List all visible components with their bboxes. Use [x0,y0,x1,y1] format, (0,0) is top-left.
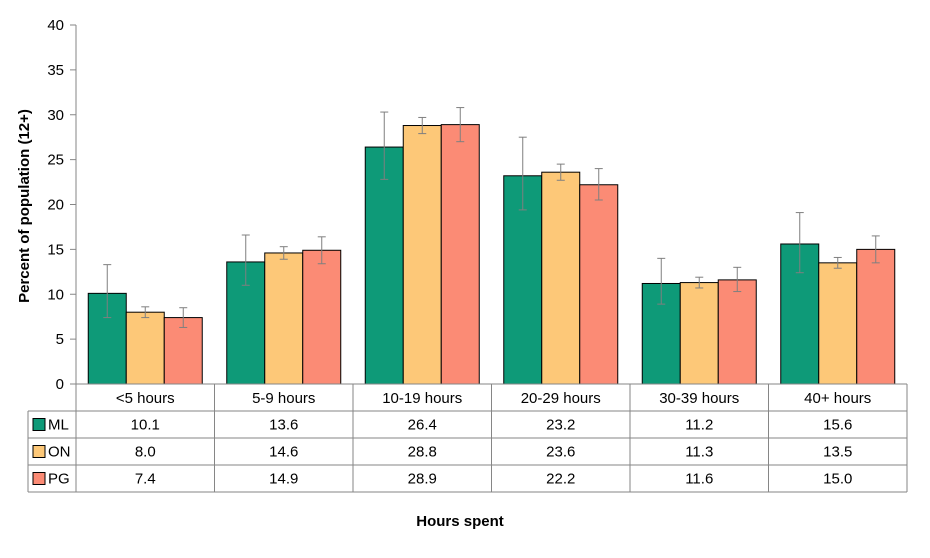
x-category-label: 20-29 hours [521,390,601,407]
data-table-cell: 11.6 [685,471,713,488]
bar-pg [579,184,619,385]
bar-on [679,282,719,385]
data-table-cell: 11.3 [685,444,713,461]
data-table-cell: 28.9 [408,471,437,488]
data-table-cell: 28.8 [408,444,437,461]
data-table-cell: 14.6 [269,444,298,461]
y-tick-label: 0 [56,376,64,393]
data-table-cell: 15.0 [823,471,852,488]
data-table-cell: 8.0 [135,444,156,461]
data-table-cell: 13.5 [823,444,852,461]
data-table-cell: 11.2 [685,417,713,434]
legend-label-pg: PG [48,471,70,488]
y-tick-label: 30 [47,107,64,124]
legend-label-on: ON [48,444,71,461]
x-category-label: 30-39 hours [659,390,739,407]
y-tick-label: 15 [47,241,64,258]
y-tick-label: 5 [56,331,64,348]
bar-pg [440,124,480,385]
x-category-label: 10-19 hours [382,390,462,407]
legend-label-ml: ML [48,417,69,434]
bar-on [541,171,581,385]
bar-ml [503,175,543,385]
bar-on [264,252,304,385]
data-table-cell: 13.6 [269,417,298,434]
legend-swatch-on [32,445,46,458]
bar-pg [856,248,896,385]
legend-swatch-ml [32,418,46,431]
bar-pg [717,279,757,385]
data-table-cell: 15.6 [823,417,852,434]
data-table-cell: 23.6 [546,444,575,461]
y-tick-label: 25 [47,152,64,169]
bar-on [402,125,442,385]
data-table-cell: 22.2 [546,471,575,488]
y-axis-title: Percent of population (12+) [16,109,33,303]
data-table-cell: 7.4 [135,471,156,488]
x-category-label: 40+ hours [804,390,871,407]
bar-ml [364,146,404,385]
bar-pg [302,249,342,385]
legend-swatch-pg [32,472,46,485]
x-axis-title: Hours spent [416,513,504,530]
data-table-cell: 26.4 [408,417,437,434]
data-table-cell: 23.2 [546,417,575,434]
data-table-cell: 10.1 [131,417,160,434]
bar-on [818,262,858,385]
y-tick-label: 10 [47,286,64,303]
y-tick-label: 40 [47,17,64,34]
y-tick-label: 35 [47,62,64,79]
x-category-label: <5 hours [116,390,175,407]
data-table-cell: 14.9 [269,471,298,488]
y-tick-label: 20 [47,197,64,214]
x-category-label: 5-9 hours [252,390,315,407]
bar-on [125,311,165,385]
